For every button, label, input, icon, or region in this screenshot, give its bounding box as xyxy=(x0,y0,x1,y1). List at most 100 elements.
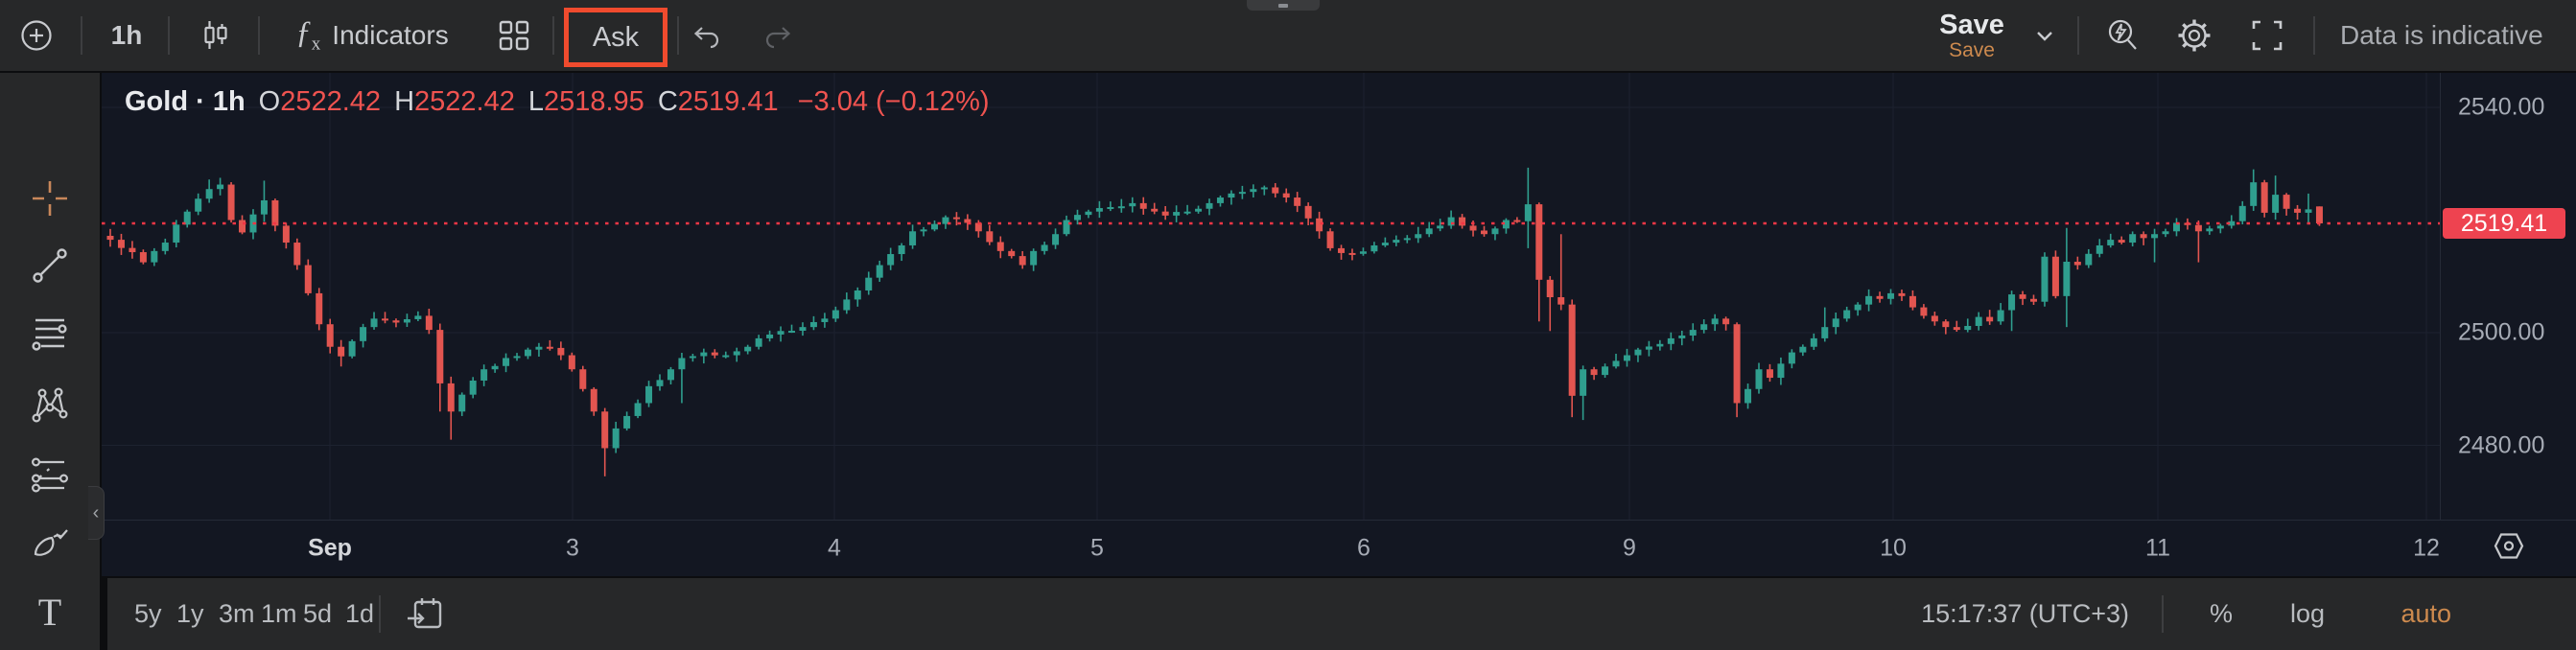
add-symbol-button[interactable] xyxy=(17,0,56,71)
sidebar-item-text[interactable]: T xyxy=(0,584,100,641)
interval-label: 1h xyxy=(110,20,143,50)
candle-body xyxy=(1359,251,1367,254)
candle-body xyxy=(667,369,674,381)
chart-style-button[interactable] xyxy=(195,0,237,71)
hexagon-settings-icon[interactable] xyxy=(2490,527,2528,570)
candle-body xyxy=(183,211,191,225)
candle-body xyxy=(1678,335,1686,338)
candle-body xyxy=(1469,225,1477,231)
save-button[interactable]: Save Save xyxy=(1932,6,2012,65)
auto-scale-button[interactable]: auto xyxy=(2400,578,2451,650)
candle-body xyxy=(623,415,631,429)
sidebar-item-horizontal-lines[interactable] xyxy=(0,308,100,365)
candle-body xyxy=(1216,197,1224,203)
price-axis[interactable]: 2519.41 2540.00 2500.00 2480.00 xyxy=(2440,73,2576,576)
candle-body xyxy=(777,331,785,335)
candle-body xyxy=(1766,369,1773,379)
layout-button[interactable] xyxy=(491,0,537,71)
candle-body xyxy=(1645,346,1652,350)
candle-body xyxy=(2260,182,2268,213)
ask-label: Ask xyxy=(592,21,640,53)
sidebar-item-brush[interactable] xyxy=(0,517,100,574)
candle-body xyxy=(1656,343,1664,347)
candle-body xyxy=(205,189,213,199)
candle-body xyxy=(887,254,895,266)
candle-body xyxy=(1316,218,1323,232)
candle-body xyxy=(1557,297,1565,305)
indicators-button[interactable]: ƒx Indicators xyxy=(276,0,468,71)
candle-body xyxy=(326,324,334,347)
candle-body xyxy=(546,346,553,349)
undo-button[interactable] xyxy=(685,0,729,71)
candle-body xyxy=(425,315,433,331)
sidebar-item-projection[interactable] xyxy=(0,449,100,506)
goto-date-button[interactable] xyxy=(395,578,455,650)
candle-body xyxy=(1689,330,1697,336)
candle-body xyxy=(316,292,323,325)
candle-body xyxy=(1612,360,1620,367)
save-menu-button[interactable] xyxy=(2024,0,2066,71)
candle-body xyxy=(1348,252,1356,255)
candle-body xyxy=(821,318,829,322)
chart-pane[interactable]: Gold · 1h O2522.42 H2522.42 L2518.95 C25… xyxy=(102,73,2440,520)
settings-button[interactable] xyxy=(2169,0,2219,71)
percent-scale-button[interactable]: % xyxy=(2210,578,2233,650)
candle-body xyxy=(1745,388,1752,404)
time-tick-label: 3 xyxy=(566,534,579,562)
clock-timezone-button[interactable]: 15:17:37 (UTC+3) xyxy=(1921,578,2129,650)
candle-body xyxy=(524,349,531,357)
candle-body xyxy=(260,199,268,215)
candle-body xyxy=(711,352,718,356)
candle-body xyxy=(513,356,521,359)
toolbar-separator xyxy=(2077,16,2079,55)
candle-body xyxy=(898,244,905,255)
candle-body xyxy=(1513,220,1521,222)
log-scale-button[interactable]: log xyxy=(2290,578,2325,650)
quick-search-button[interactable] xyxy=(2098,0,2148,71)
candle-body xyxy=(161,243,169,251)
candle-body xyxy=(217,184,224,190)
time-tick-label: 10 xyxy=(1880,534,1907,562)
ask-button-highlighted[interactable]: Ask xyxy=(564,8,667,67)
candle-body xyxy=(382,318,388,321)
interval-button[interactable]: 1h xyxy=(96,0,157,71)
candlestick-chart[interactable] xyxy=(102,73,2440,520)
range-button-1y[interactable]: 1y xyxy=(176,599,204,628)
range-button-1d[interactable]: 1d xyxy=(345,599,375,628)
calendar-goto-icon xyxy=(405,594,445,635)
candle-body xyxy=(436,330,444,383)
candle-body xyxy=(1931,315,1938,322)
candle-body xyxy=(700,352,708,357)
candle-body xyxy=(1282,193,1290,198)
save-label: Save xyxy=(1939,9,2004,40)
time-axis[interactable]: Sep 3 4 5 6 9 10 11 12 xyxy=(102,520,2576,576)
top-tab-handle[interactable] xyxy=(1247,0,1320,11)
sidebar-item-trend-line[interactable] xyxy=(0,239,100,296)
candle-body xyxy=(2051,256,2059,296)
candle-body xyxy=(865,277,873,290)
sidebar-collapse-button[interactable]: ‹ xyxy=(88,486,105,540)
range-button-1m[interactable]: 1m xyxy=(261,599,297,628)
toolbar-separator xyxy=(677,16,679,55)
gear-icon xyxy=(2175,16,2213,55)
sidebar-item-xabcd-pattern[interactable] xyxy=(0,378,100,435)
candle-body xyxy=(1876,295,1884,299)
redo-button[interactable] xyxy=(756,0,800,71)
candle-body xyxy=(1173,212,1181,216)
candle-body xyxy=(1491,228,1499,235)
range-button-5d[interactable]: 5d xyxy=(303,599,333,628)
sidebar-item-crosshair[interactable] xyxy=(0,172,100,229)
candles-interval-icon xyxy=(198,17,234,54)
range-button-3m[interactable]: 3m xyxy=(219,599,255,628)
collapse-chevron-icon: ‹ xyxy=(92,501,100,523)
candle-body xyxy=(1272,187,1279,194)
fullscreen-button[interactable] xyxy=(2242,0,2292,71)
range-button-5y[interactable]: 5y xyxy=(134,599,162,628)
symbol-title[interactable]: Gold · 1h xyxy=(125,86,246,117)
candle-body xyxy=(1381,243,1389,245)
candle-body xyxy=(2305,209,2312,213)
candle-body xyxy=(788,331,796,334)
time-tick-label: Sep xyxy=(308,534,352,562)
candle-body xyxy=(612,428,620,449)
